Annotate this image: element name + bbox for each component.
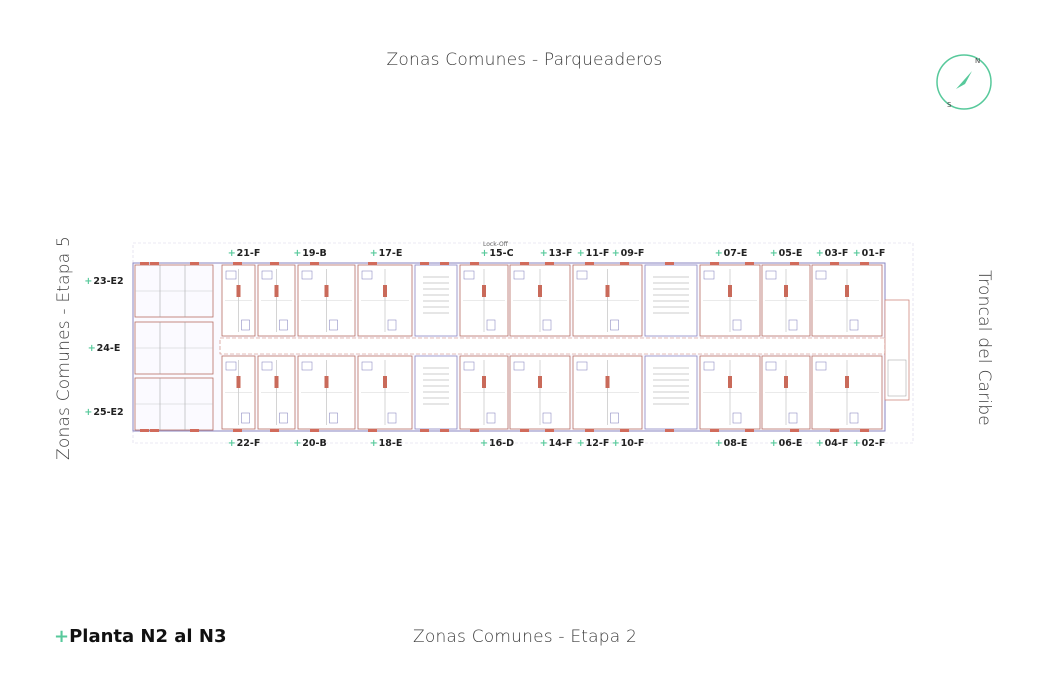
top-zone-label: Zonas Comunes - Parqueaderos <box>386 50 663 70</box>
compass-needle-icon <box>956 71 972 89</box>
plan-title-text: Planta N2 al N3 <box>69 626 227 647</box>
unit-label-units_bottom-6: +10-F <box>611 438 645 449</box>
unit-label-units_bottom-5: +12-F <box>576 438 610 449</box>
compass-icon: N S <box>936 54 992 110</box>
unit-label-units_left-0: +23-E2 <box>84 276 124 287</box>
unit-label-units_left-1: +24-E <box>87 343 121 354</box>
unit-label-units_top-5: +11-F <box>576 248 610 259</box>
unit-label-units_bottom-10: +02-F <box>852 438 886 449</box>
apartment-layouts <box>134 262 883 432</box>
unit-label-units_top-2: +17-E <box>369 248 403 259</box>
plan-title: +Planta N2 al N3 <box>54 626 226 647</box>
unit-label-units_top-7: +07-E <box>714 248 748 259</box>
lock-off-note: Lock-Off <box>483 241 508 248</box>
compass-north: N <box>975 57 980 65</box>
unit-label-units_bottom-1: +20-B <box>293 438 327 449</box>
unit-label-units_top-10: +01-F <box>852 248 886 259</box>
right-road-label: Troncal del Caribe <box>974 270 994 426</box>
unit-label-units_top-6: +09-F <box>611 248 645 259</box>
compass-south: S <box>947 101 952 109</box>
unit-label-units_bottom-3: +16-D <box>479 438 515 449</box>
unit-label-units_bottom-7: +08-E <box>714 438 748 449</box>
unit-label-units_bottom-4: +14-F <box>539 438 573 449</box>
unit-label-units_bottom-8: +06-E <box>769 438 803 449</box>
unit-label-units_top-4: +13-F <box>539 248 573 259</box>
unit-label-units_top-1: +19-B <box>293 248 327 259</box>
unit-label-units_bottom-0: +22-F <box>227 438 261 449</box>
unit-label-units_top-0: +21-F <box>227 248 261 259</box>
unit-label-units_bottom-2: +18-E <box>369 438 403 449</box>
unit-label-units_top-8: +05-E <box>769 248 803 259</box>
unit-label-units_top-3: +15-C <box>480 248 514 259</box>
unit-label-units_left-2: +25-E2 <box>84 407 124 418</box>
unit-label-units_bottom-9: +04-F <box>815 438 849 449</box>
unit-label-units_top-9: +03-F <box>815 248 849 259</box>
plus-icon: + <box>54 626 70 647</box>
bottom-zone-label: Zonas Comunes - Etapa 2 <box>413 627 637 647</box>
left-zone-label: Zonas Comunes - Etapa 5 <box>54 236 74 460</box>
